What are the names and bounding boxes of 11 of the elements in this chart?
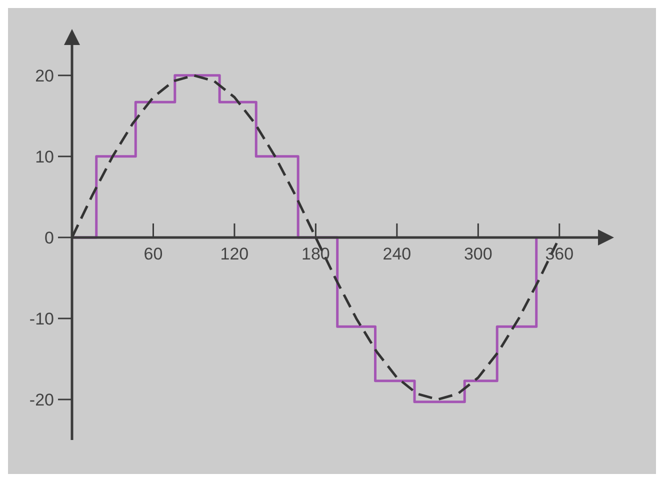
x-tick-label: 120 bbox=[220, 244, 249, 264]
x-tick-label: 180 bbox=[302, 244, 330, 264]
x-tick-label: 300 bbox=[464, 244, 492, 264]
y-tick-label: 0 bbox=[44, 228, 54, 248]
x-tick-label: 60 bbox=[144, 244, 163, 264]
y-tick-label: 10 bbox=[35, 147, 54, 166]
y-tick-label: -20 bbox=[29, 390, 54, 410]
y-tick-label: 20 bbox=[35, 66, 54, 86]
x-tick-label: 240 bbox=[382, 244, 412, 264]
x-tick-label: 360 bbox=[545, 244, 574, 264]
y-tick-label: -10 bbox=[29, 309, 54, 328]
